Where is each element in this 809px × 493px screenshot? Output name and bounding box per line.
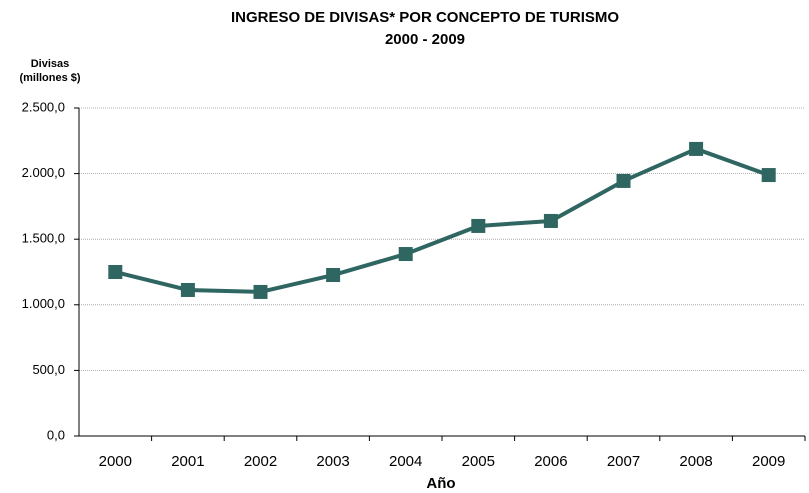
x-tick-label: 2006 [534,453,567,470]
data-point [326,268,341,283]
y-tick-label: 0,0 [47,427,65,442]
y-tick-label: 2.500,0 [22,99,65,114]
x-tick-label: 2008 [679,453,712,470]
x-tick-label: 2001 [171,453,204,470]
x-tick-label: 2004 [389,453,422,470]
chart-title: INGRESO DE DIVISAS* POR CONCEPTO DE TURI… [231,9,619,26]
data-point [398,247,413,262]
x-tick-label: 2000 [99,453,132,470]
y-tick-label: 1.000,0 [22,296,65,311]
y-axis-label: (millones $) [19,72,80,84]
x-tick-label: 2005 [462,453,495,470]
x-tick-label: 2007 [607,453,640,470]
x-tick-label: 2009 [752,453,785,470]
chart-subtitle: 2000 - 2009 [385,31,465,48]
x-axis-label: Año [426,475,455,492]
data-line [114,146,770,294]
y-axis-label: Divisas [31,58,70,70]
data-point [471,218,486,233]
data-point [180,282,195,297]
data-point [689,141,704,156]
data-point [761,168,776,183]
data-point [616,173,631,188]
y-tick-label: 1.500,0 [22,231,65,246]
data-point [108,265,123,279]
data-point [253,284,268,299]
y-tick-label: 500,0 [32,362,65,377]
data-point [543,213,558,228]
x-tick-label: 2003 [316,453,349,470]
x-tick-label: 2002 [244,453,277,470]
y-tick-label: 2.000,0 [22,165,65,180]
